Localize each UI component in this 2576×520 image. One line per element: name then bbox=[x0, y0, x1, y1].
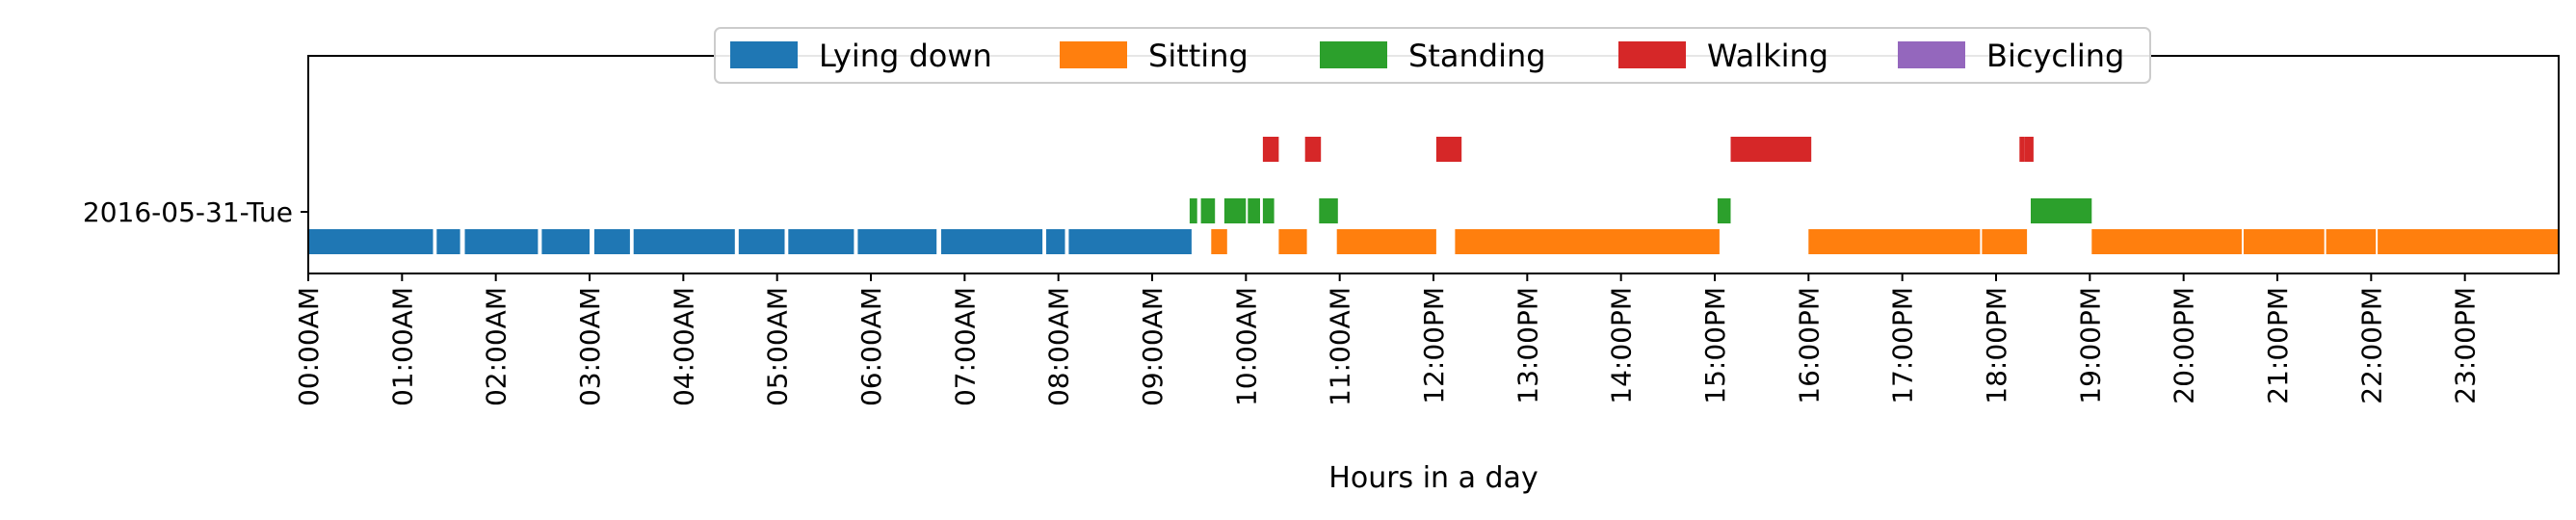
x-tick-label: 05:00AM bbox=[762, 287, 794, 406]
bar-lying-down bbox=[1068, 229, 1192, 254]
bar-lying-down bbox=[541, 229, 590, 254]
x-tick-label: 19:00PM bbox=[2074, 287, 2106, 404]
bar-standing bbox=[1262, 198, 1275, 223]
bar-sitting bbox=[1211, 229, 1227, 254]
x-tick-label: 12:00PM bbox=[1418, 287, 1450, 404]
legend-label-lying-down: Lying down bbox=[819, 38, 992, 74]
x-tick-label: 20:00PM bbox=[2169, 287, 2200, 404]
bar-walking bbox=[2024, 137, 2034, 162]
bar-walking bbox=[1435, 137, 1462, 162]
bar-sitting bbox=[2378, 229, 2559, 254]
bar-sitting bbox=[1808, 229, 1981, 254]
bar-standing bbox=[1319, 198, 1338, 223]
legend-label-walking: Walking bbox=[1707, 38, 1828, 74]
bars-layer bbox=[308, 137, 2559, 254]
bar-walking bbox=[1730, 137, 1812, 162]
bar-sitting bbox=[2091, 229, 2242, 254]
bar-walking bbox=[2019, 137, 2025, 162]
legend-swatch-sitting bbox=[1060, 41, 1127, 68]
x-tick-label: 16:00PM bbox=[1793, 287, 1825, 404]
x-tick-label: 10:00AM bbox=[1230, 287, 1262, 406]
bar-walking bbox=[1262, 137, 1279, 162]
bar-standing bbox=[2031, 198, 2092, 223]
bar-lying-down bbox=[788, 229, 854, 254]
x-tick-label: 17:00PM bbox=[1887, 287, 1919, 404]
bar-sitting bbox=[2326, 229, 2377, 254]
legend-label-sitting: Sitting bbox=[1148, 38, 1249, 74]
bar-standing bbox=[1717, 198, 1731, 223]
x-tick-label: 09:00AM bbox=[1137, 287, 1169, 406]
bar-sitting bbox=[1278, 229, 1307, 254]
bar-lying-down bbox=[738, 229, 785, 254]
x-tick-label: 13:00PM bbox=[1511, 287, 1543, 404]
legend-swatch-standing bbox=[1320, 41, 1387, 68]
legend-items: Lying down Sitting Standing Walking Bicyclin… bbox=[730, 38, 2124, 74]
legend: Lying down Sitting Standing Walking Bicyclin… bbox=[714, 27, 2151, 84]
x-tick-label: 02:00AM bbox=[481, 287, 513, 406]
x-tick-label: 23:00PM bbox=[2450, 287, 2482, 404]
x-tick-label: 08:00AM bbox=[1043, 287, 1075, 406]
x-tick-label: 15:00PM bbox=[1699, 287, 1731, 404]
bar-lying-down bbox=[633, 229, 735, 254]
bar-sitting bbox=[2244, 229, 2325, 254]
x-tick-label: 21:00PM bbox=[2262, 287, 2294, 404]
bar-lying-down bbox=[593, 229, 630, 254]
x-tick-label: 07:00AM bbox=[949, 287, 981, 406]
x-tick-label: 01:00AM bbox=[386, 287, 418, 406]
bar-lying-down bbox=[308, 229, 434, 254]
bar-standing bbox=[1200, 198, 1216, 223]
legend-label-standing: Standing bbox=[1408, 38, 1546, 74]
x-axis-ticks: 00:00AM 01:00AM 02:00AM 03:00AM 04:00AM 05:00… bbox=[293, 273, 2482, 406]
bar-lying-down bbox=[857, 229, 937, 254]
bar-lying-down bbox=[464, 229, 539, 254]
bar-lying-down bbox=[436, 229, 460, 254]
bar-sitting bbox=[1336, 229, 1436, 254]
x-tick-label: 06:00AM bbox=[855, 287, 887, 406]
bar-sitting bbox=[1982, 229, 2028, 254]
legend-label-bicycling: Bicycling bbox=[1986, 38, 2124, 74]
x-tick-label: 03:00AM bbox=[574, 287, 606, 406]
bar-lying-down bbox=[941, 229, 1043, 254]
bar-standing bbox=[1223, 198, 1247, 223]
x-tick-label: 11:00AM bbox=[1325, 287, 1356, 406]
legend-swatch-lying-down bbox=[730, 41, 798, 68]
bar-lying-down bbox=[1046, 229, 1065, 254]
y-tick-label: 2016-05-31-Tue bbox=[83, 196, 293, 228]
x-tick-label: 14:00PM bbox=[1606, 287, 1638, 404]
bar-walking bbox=[1304, 137, 1322, 162]
x-tick-label: 22:00PM bbox=[2355, 287, 2387, 404]
legend-swatch-bicycling bbox=[1898, 41, 1965, 68]
bar-standing bbox=[1248, 198, 1260, 223]
bar-sitting bbox=[1455, 229, 1720, 254]
x-tick-label: 04:00AM bbox=[668, 287, 699, 406]
bar-standing bbox=[1189, 198, 1197, 223]
x-tick-label: 00:00AM bbox=[293, 287, 325, 406]
x-tick-label: 18:00PM bbox=[1981, 287, 2012, 404]
legend-swatch-walking bbox=[1618, 41, 1686, 68]
x-axis-title: Hours in a day bbox=[1328, 461, 1538, 495]
